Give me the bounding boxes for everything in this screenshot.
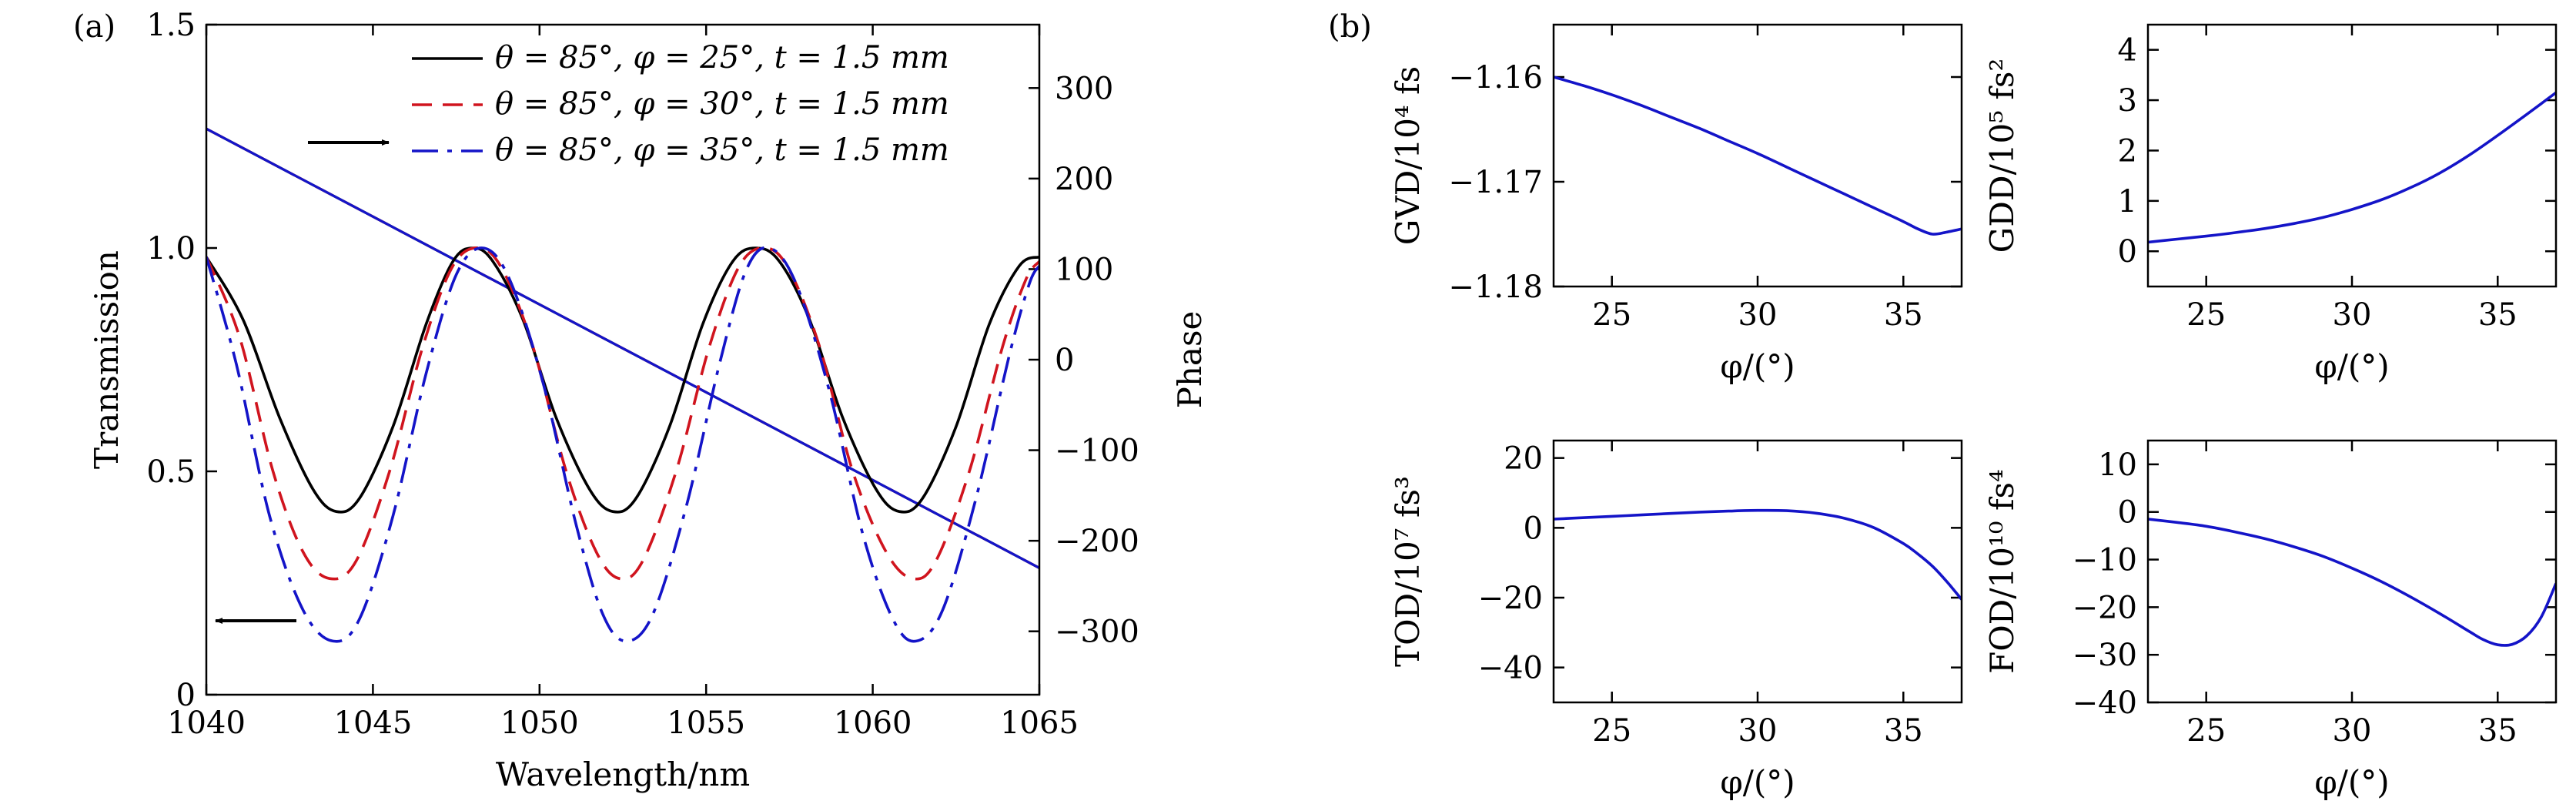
panel-a-plot: 1040 1045 1050 1055 1060 1065 0 0.5 1.0 1.5 −300 −2… [88, 8, 1209, 793]
panel-b-gvd-plot: 25 30 35 −1.18 −1.17 −1.16 φ/(°) GVD/10⁴ fs [1389, 23, 1963, 385]
y-axis-label: FOD/10¹⁰ fs⁴ [1983, 469, 2021, 674]
y-axis-label: TOD/10⁷ fs³ [1389, 476, 1427, 667]
y-tick-label: −20 [2073, 590, 2137, 625]
x-tick-label: 25 [1592, 713, 1631, 749]
x-tick-label: 35 [1884, 297, 1923, 333]
plot-frame [2146, 439, 2558, 704]
plot-frame [1552, 23, 1963, 288]
x-tick-label: 30 [1738, 297, 1778, 333]
x-axis-label: φ/(°) [1720, 347, 1795, 385]
y-tick-label: 4 [2118, 33, 2137, 69]
x-tick-label: 35 [1884, 713, 1923, 749]
x-tick-label: 25 [1592, 297, 1631, 333]
y2-tick-label: 300 [1055, 71, 1113, 106]
x-tick-label: 1055 [667, 705, 745, 741]
y-tick-label: 20 [1504, 441, 1543, 477]
panel-b-tod-plot: 25 30 35 −40 −20 0 20 φ/(°) TOD/10⁷ fs³ [1389, 439, 1963, 801]
y-tick-label: −20 [1478, 581, 1543, 616]
x-tick-label: 30 [2333, 713, 2372, 749]
y2-tick-label: −100 [1055, 434, 1139, 469]
x-tick-label: 1060 [834, 705, 912, 741]
x-tick-label: 25 [2186, 297, 2226, 333]
y-tick-label: 1.5 [146, 8, 196, 43]
plot-frame [2146, 23, 2558, 288]
y2-tick-label: 100 [1055, 252, 1113, 287]
y-tick-label: 1 [2118, 184, 2137, 220]
plot-frame [1552, 439, 1963, 704]
series-line-0 [1554, 75, 1962, 236]
y-tick-label: 1.0 [146, 231, 196, 266]
x-tick-label: 35 [2478, 297, 2517, 333]
panel-b: (b) 25 30 35−1.18−1.17−1.16φ/(°)GVD/10⁴ fs… [1328, 9, 2558, 801]
legend-entry-1: θ = 85°, φ = 30°, t = 1.5 mm [495, 86, 949, 122]
plot-frame [205, 23, 1041, 696]
y-tick-label: 0 [2118, 495, 2137, 531]
x-tick-label: 1040 [167, 705, 246, 741]
y-tick-label: 10 [2098, 447, 2137, 483]
series-line-0 [1554, 508, 1962, 601]
series-line-0 [206, 246, 1039, 514]
y-tick-label: −1.17 [1448, 165, 1543, 200]
y-tick-label: −40 [1478, 651, 1543, 686]
y-tick-label: −40 [2073, 685, 2137, 721]
y2-tick-label: 200 [1055, 162, 1113, 197]
y-axis-label: GDD/10⁵ fs² [1983, 59, 2021, 253]
series-line-1 [206, 246, 1039, 581]
phase-line-2 [206, 127, 1039, 569]
y-tick-label: 0 [1524, 511, 1543, 546]
x-axis-label: φ/(°) [2314, 347, 2389, 385]
y-tick-label: −30 [2073, 638, 2137, 673]
series-line-0 [2148, 91, 2556, 244]
y-tick-label: 2 [2118, 133, 2137, 169]
y-tick-label: −1.18 [1448, 270, 1543, 305]
x-tick-label: 35 [2478, 713, 2517, 749]
y-tick-label: 3 [2118, 83, 2137, 119]
panel-b-gdd-plot: 25 30 35 0 1 2 3 4 φ/(°) GDD/10⁵ fs² [1983, 23, 2558, 385]
y-tick-label: 0.5 [146, 454, 196, 490]
y2-tick-label: −200 [1055, 524, 1139, 559]
panel-b-fod-plot: 25 30 35 −40 −30 −20 −10 0 10 φ/(°) FOD/10¹⁰ fs⁴ [1983, 439, 2558, 801]
y-tick-label: −1.16 [1448, 60, 1543, 96]
y2-axis-label: Phase [1171, 311, 1209, 409]
y-tick-label: 0 [2118, 234, 2137, 270]
x-tick-label: 1065 [1000, 705, 1079, 741]
x-tick-label: 30 [1738, 713, 1778, 749]
y2-tick-label: 0 [1055, 343, 1074, 378]
panel-b-tag: (b) [1328, 9, 1372, 45]
panel-a-tag: (a) [73, 9, 115, 45]
x-axis-label: φ/(°) [2314, 763, 2389, 801]
y2-tick-label: −300 [1055, 615, 1139, 650]
y-axis-label: Transmission [88, 250, 125, 469]
legend-entry-0: θ = 85°, φ = 25°, t = 1.5 mm [495, 40, 949, 75]
y-axis-label: GVD/10⁴ fs [1389, 66, 1427, 245]
legend-entry-2: θ = 85°, φ = 35°, t = 1.5 mm [495, 132, 949, 168]
x-tick-label: 1050 [500, 705, 579, 741]
x-tick-label: 25 [2186, 713, 2226, 749]
x-axis-label: Wavelength/nm [496, 756, 750, 793]
x-axis-label: φ/(°) [1720, 763, 1795, 801]
x-tick-label: 30 [2333, 297, 2372, 333]
y-tick-label: −10 [2073, 543, 2137, 578]
x-tick-label: 1045 [334, 705, 413, 741]
panel-a: (a) 1040 1045 1050 1055 1060 1065 0 0.5 1.0 1.5 −3… [73, 8, 1209, 793]
series-line-2 [206, 246, 1039, 643]
y-tick-label: 0 [176, 678, 196, 713]
series-line-0 [2148, 518, 2556, 647]
